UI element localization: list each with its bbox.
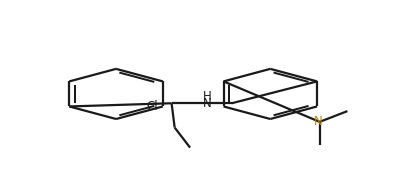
- Text: Cl: Cl: [146, 100, 158, 113]
- Text: N: N: [203, 97, 211, 110]
- Text: H: H: [203, 90, 211, 103]
- Text: N: N: [314, 115, 322, 128]
